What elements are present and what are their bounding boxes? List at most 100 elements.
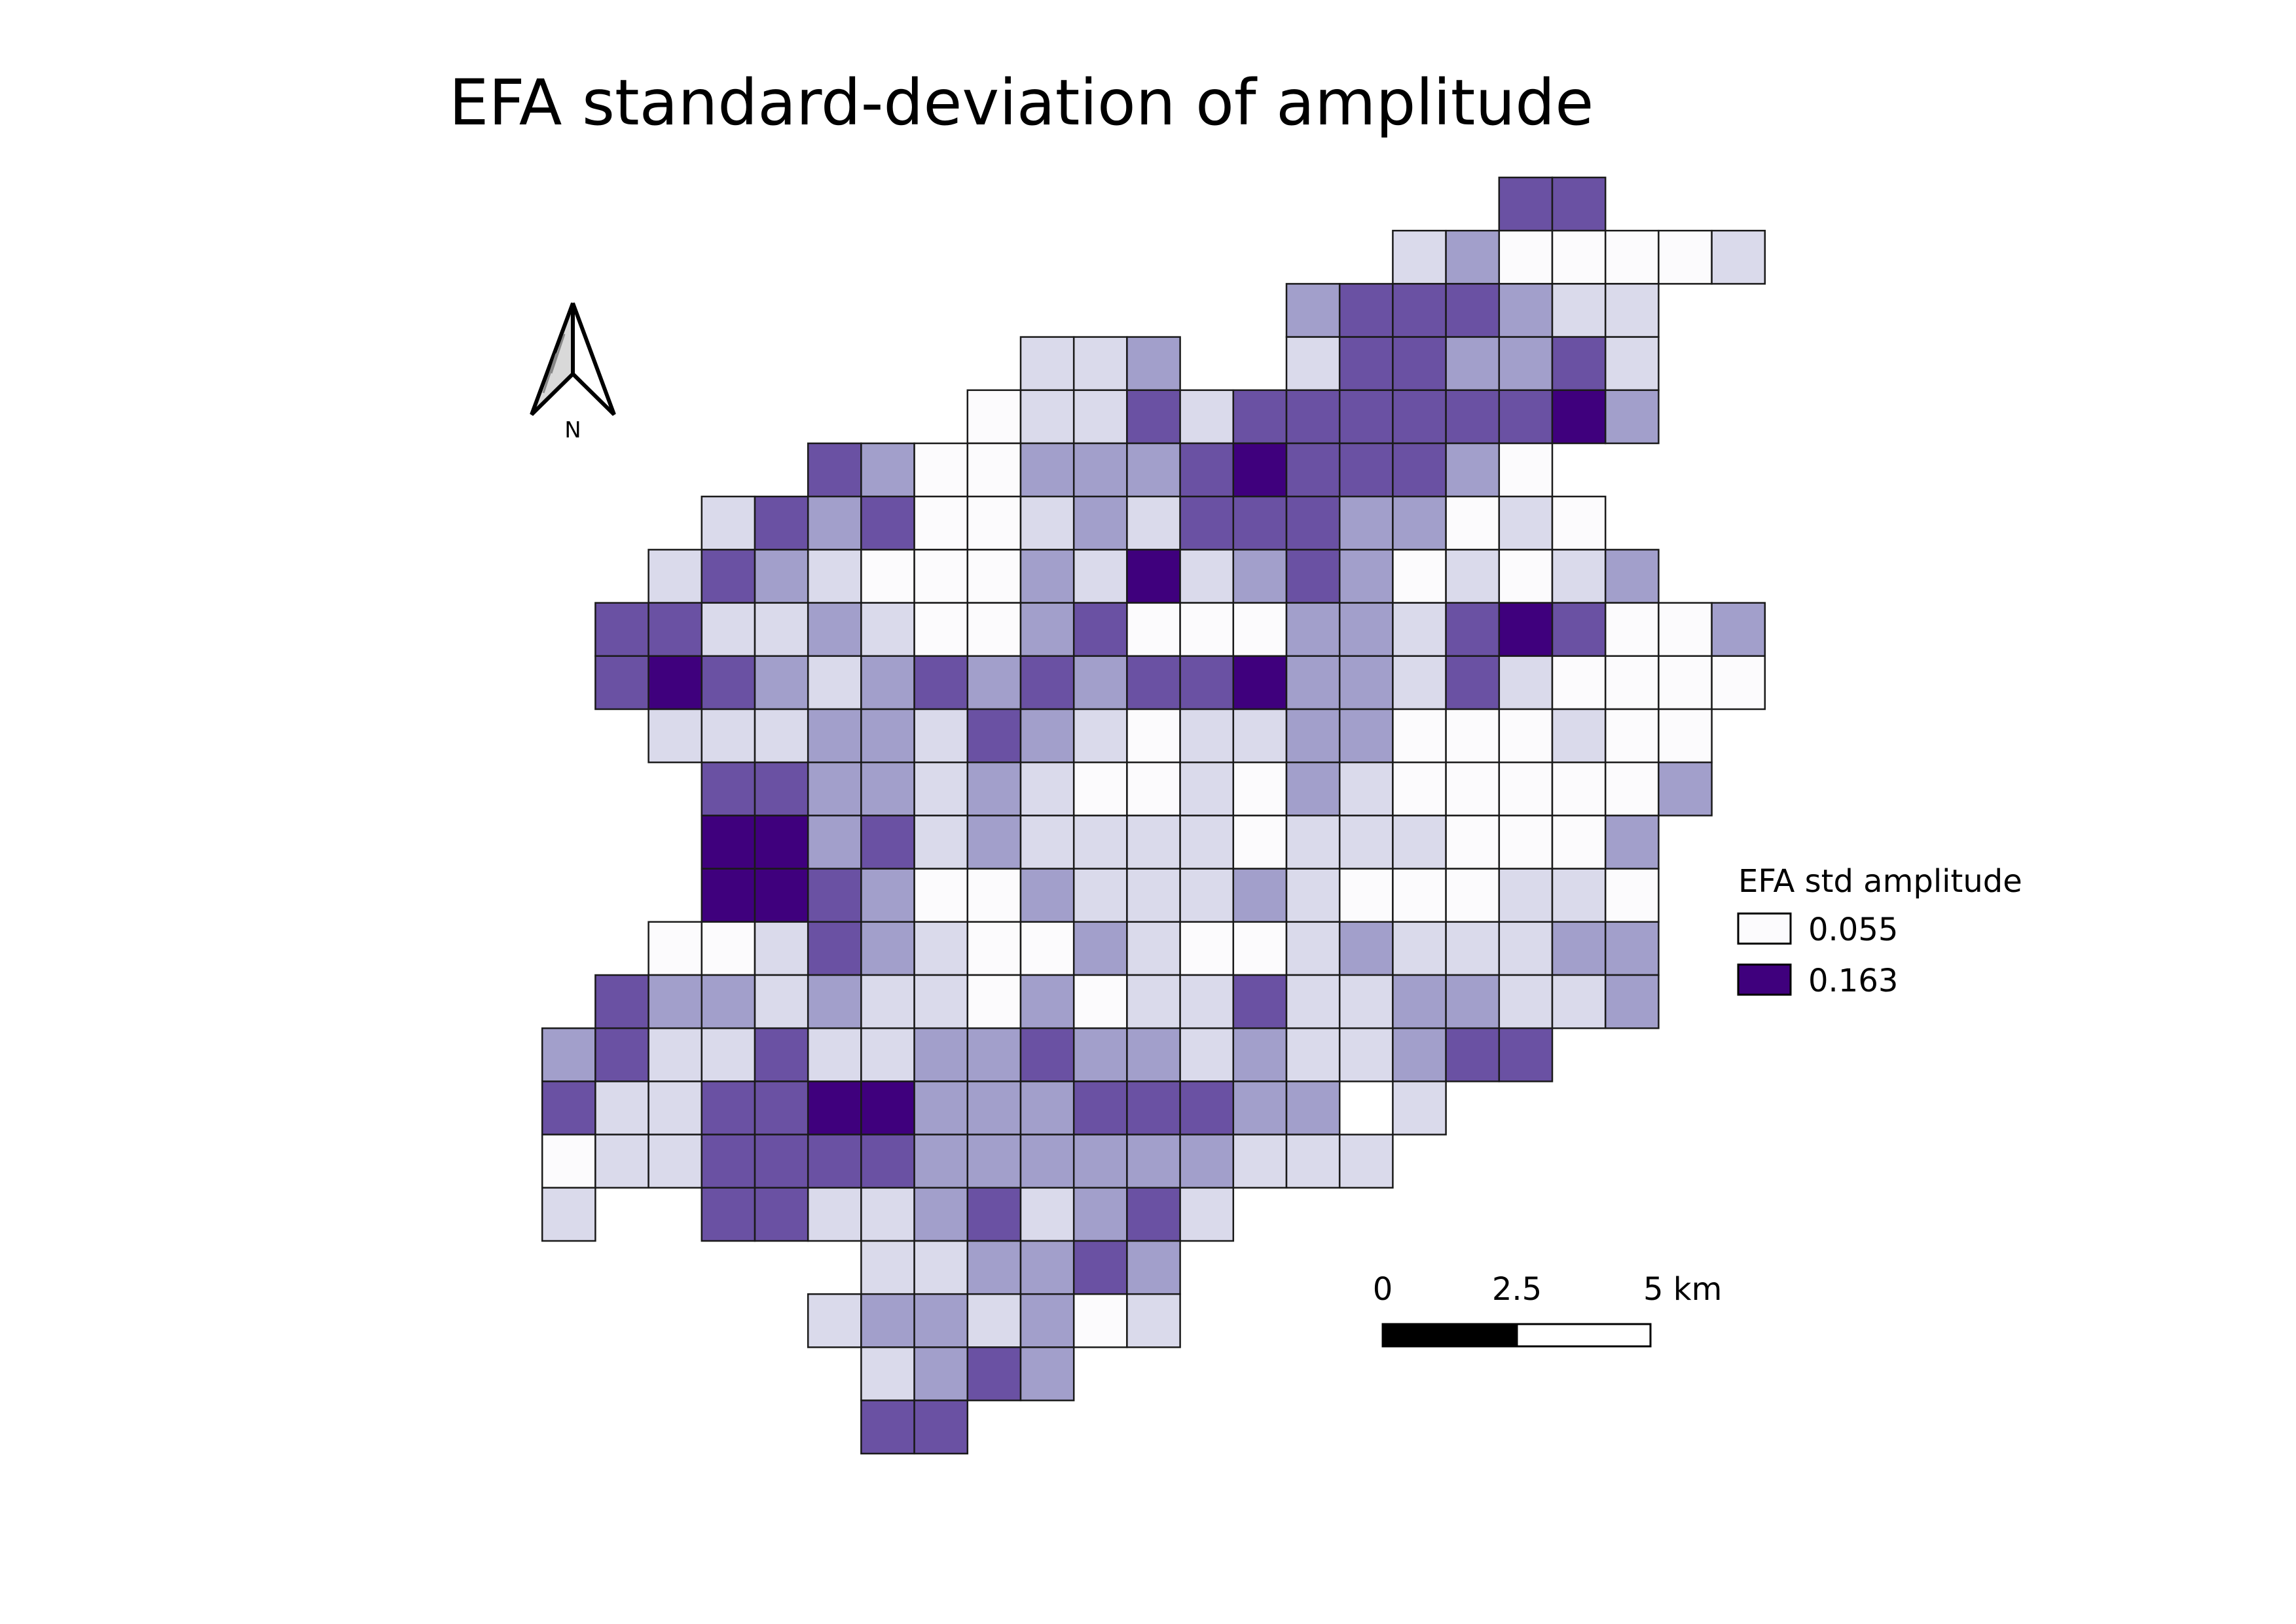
grid-cell [913, 761, 969, 817]
grid-cell [1072, 708, 1128, 764]
choropleth-grid [541, 176, 1766, 1455]
grid-cell [701, 708, 756, 764]
grid-cell [1604, 655, 1660, 710]
grid-cell [1604, 868, 1660, 923]
grid-cell [754, 1134, 809, 1189]
grid-cell [807, 1080, 862, 1135]
grid-cell [754, 602, 809, 657]
grid-cell [1392, 921, 1447, 976]
grid-cell [1285, 336, 1341, 392]
grid-cell [1019, 1346, 1075, 1401]
grid-cell [701, 549, 756, 604]
grid-cell [913, 868, 969, 923]
grid-cell [594, 1134, 649, 1189]
grid-cell [1498, 602, 1554, 657]
grid-cell [541, 1187, 596, 1242]
grid-cell [594, 602, 649, 657]
grid-cell [1392, 283, 1447, 338]
grid-cell [541, 1134, 596, 1189]
grid-cell [1019, 1293, 1075, 1348]
grid-cell [1338, 1027, 1394, 1082]
scale-label-0: 0 [1373, 1271, 1393, 1308]
grid-cell [1498, 549, 1554, 604]
grid-cell [1285, 708, 1341, 764]
grid-cell [860, 708, 915, 764]
grid-cell [913, 1346, 969, 1401]
grid-cell [1551, 229, 1607, 285]
grid-cell [860, 974, 915, 1029]
grid-cell [647, 708, 703, 764]
legend-swatch-low [1737, 912, 1792, 945]
grid-cell [1392, 761, 1447, 817]
north-arrow-label: N [564, 417, 581, 443]
grid-cell [1658, 602, 1713, 657]
grid-cell [1445, 495, 1501, 551]
grid-cell [1498, 921, 1554, 976]
scale-bar-segment-2 [1516, 1323, 1652, 1348]
grid-cell [1126, 1187, 1181, 1242]
grid-cell [1445, 655, 1501, 710]
grid-cell [1285, 921, 1341, 976]
grid-cell [1445, 442, 1501, 498]
grid-cell [966, 655, 1022, 710]
grid-cell [966, 708, 1022, 764]
grid-cell [1126, 708, 1181, 764]
grid-cell [807, 495, 862, 551]
grid-cell [913, 442, 969, 498]
grid-cell [1445, 708, 1501, 764]
grid-cell [1498, 442, 1554, 498]
grid-cell [647, 1080, 703, 1135]
grid-cell [1126, 1240, 1181, 1295]
grid-cell [1604, 761, 1660, 817]
grid-cell [1179, 602, 1235, 657]
grid-cell [647, 1134, 703, 1189]
grid-cell [1126, 549, 1181, 604]
grid-cell [1285, 1080, 1341, 1135]
grid-cell [754, 921, 809, 976]
grid-cell [966, 602, 1022, 657]
legend-label-low: 0.055 [1808, 912, 1898, 948]
scale-label-5km: 5 km [1643, 1271, 1722, 1308]
grid-cell [913, 655, 969, 710]
grid-cell [966, 921, 1022, 976]
grid-cell [913, 1080, 969, 1135]
grid-cell [754, 868, 809, 923]
grid-cell [1232, 1027, 1288, 1082]
grid-cell [647, 921, 703, 976]
grid-cell [701, 761, 756, 817]
grid-cell [1232, 442, 1288, 498]
grid-cell [1658, 708, 1713, 764]
grid-cell [1604, 336, 1660, 392]
grid-cell [966, 1293, 1022, 1348]
grid-cell [1179, 655, 1235, 710]
grid-cell [1019, 868, 1075, 923]
grid-cell [1019, 708, 1075, 764]
grid-cell [1285, 815, 1341, 870]
grid-cell [1072, 1293, 1128, 1348]
grid-cell [1711, 229, 1766, 285]
grid-cell [1072, 336, 1128, 392]
grid-cell [1126, 761, 1181, 817]
grid-cell [1392, 974, 1447, 1029]
grid-cell [701, 1080, 756, 1135]
grid-cell [966, 1027, 1022, 1082]
grid-cell [966, 1346, 1022, 1401]
grid-cell [860, 815, 915, 870]
grid-cell [1232, 549, 1288, 604]
grid-cell [1338, 1134, 1394, 1189]
grid-cell [807, 974, 862, 1029]
grid-cell [966, 442, 1022, 498]
grid-cell [966, 1134, 1022, 1189]
grid-cell [1072, 549, 1128, 604]
grid-cell [1285, 442, 1341, 498]
grid-cell [1019, 761, 1075, 817]
grid-cell [1019, 655, 1075, 710]
grid-cell [913, 708, 969, 764]
grid-cell [1498, 283, 1554, 338]
grid-cell [860, 1293, 915, 1348]
map-title: EFA standard-deviation of amplitude [449, 66, 1594, 139]
grid-cell [1072, 921, 1128, 976]
grid-cell [860, 761, 915, 817]
grid-cell [1072, 1027, 1128, 1082]
grid-cell [1338, 655, 1394, 710]
